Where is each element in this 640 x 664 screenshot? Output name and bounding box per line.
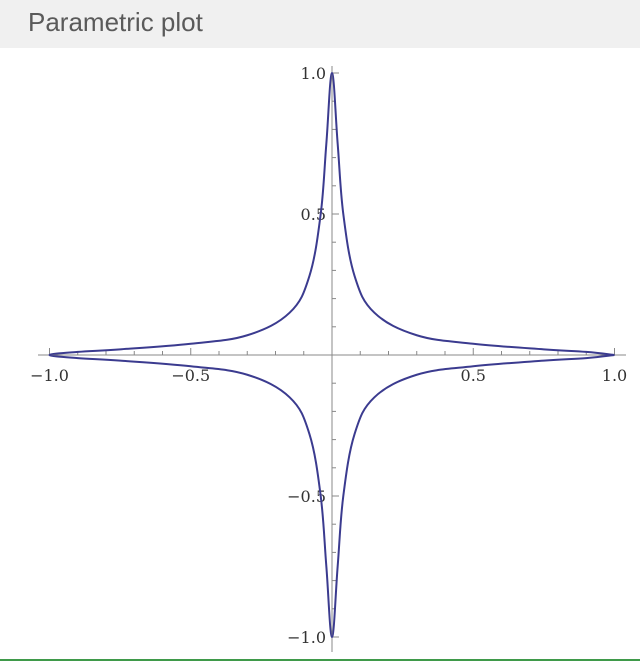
y-tick-label: 1.0	[301, 64, 326, 83]
y-tick-label: −0.5	[287, 487, 326, 506]
tick-labels: −1.0 −0.5 0.5 1.01.00.5−0.5−1.0	[30, 64, 627, 647]
y-tick-label: −1.0	[287, 628, 326, 647]
axes	[38, 66, 626, 652]
series-curve-0	[48, 72, 615, 638]
plot-header: Parametric plot	[0, 0, 640, 48]
parametric-chart: −1.0 −0.5 0.5 1.01.00.5−0.5−1.0	[30, 64, 627, 652]
page-title: Parametric plot	[28, 7, 203, 37]
plot-area: −1.0 −0.5 0.5 1.0 1.0 0.5 −0.5 −1.0	[0, 48, 640, 659]
x-tick-label: 1.0	[602, 366, 627, 385]
x-tick-label: 0.5	[461, 366, 486, 385]
ticks	[49, 72, 615, 638]
curves	[48, 72, 615, 638]
bottom-divider	[0, 659, 640, 661]
x-tick-label: −1.0	[30, 366, 69, 385]
x-tick-label: −0.5	[171, 366, 210, 385]
